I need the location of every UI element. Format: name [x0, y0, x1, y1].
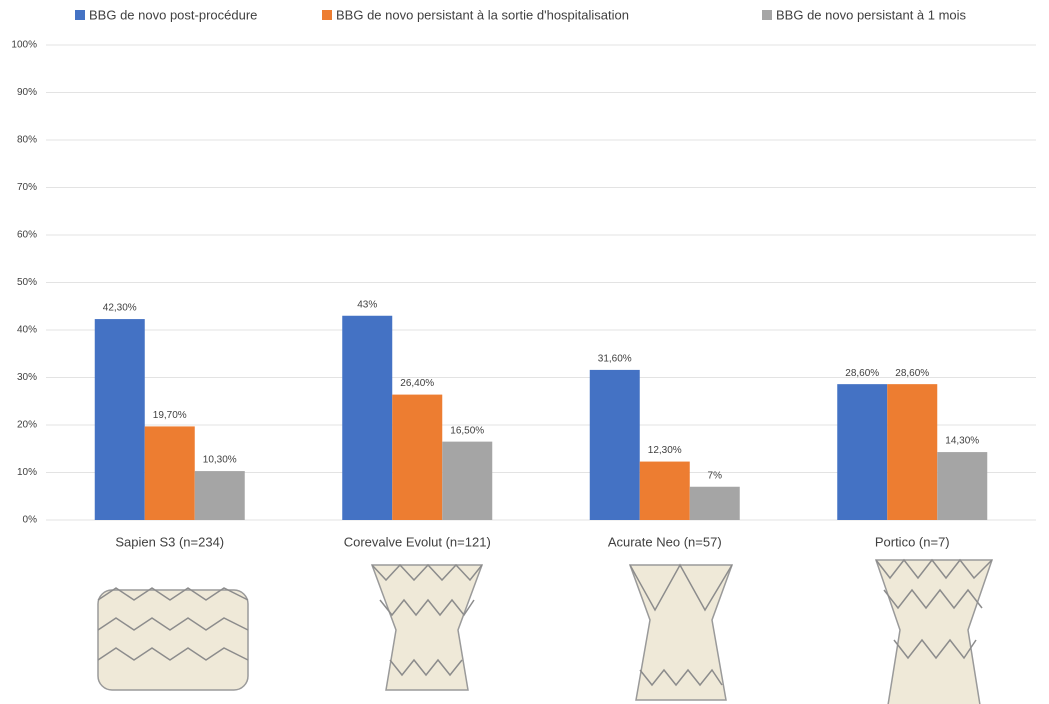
- valve-sapien: [97, 587, 249, 691]
- x-tick-label: Portico (n=7): [875, 534, 950, 549]
- bar: [144, 426, 195, 520]
- x-tick-label: Corevalve Evolut (n=121): [344, 534, 491, 549]
- y-tick-label: 10%: [17, 467, 37, 478]
- x-tick-label: Acurate Neo (n=57): [608, 534, 722, 549]
- bar: [94, 319, 145, 520]
- bar: [689, 486, 740, 520]
- y-tick-label: 70%: [17, 182, 37, 193]
- y-tick-label: 40%: [17, 325, 37, 336]
- y-tick-label: 30%: [17, 372, 37, 383]
- y-tick-label: 60%: [17, 230, 37, 241]
- y-tick-label: 50%: [17, 277, 37, 288]
- data-label: 42,30%: [103, 303, 137, 314]
- data-label: 26,40%: [400, 378, 434, 389]
- data-label: 28,60%: [845, 368, 879, 379]
- bar: [392, 394, 443, 520]
- data-label: 7%: [708, 470, 723, 481]
- valve-portico: [874, 558, 994, 704]
- data-label: 43%: [357, 299, 377, 310]
- bar: [639, 461, 690, 520]
- bar: [442, 441, 493, 520]
- data-label: 28,60%: [895, 368, 929, 379]
- y-tick-label: 80%: [17, 135, 37, 146]
- legend-swatch: [322, 10, 332, 20]
- bar: [194, 471, 245, 520]
- y-tick-label: 90%: [17, 87, 37, 98]
- legend-label: BBG de novo persistant à 1 mois: [776, 7, 967, 22]
- bar: [937, 452, 988, 520]
- legend-swatch: [75, 10, 85, 20]
- data-label: 19,70%: [153, 410, 187, 421]
- valve-corevalve: [370, 563, 484, 691]
- data-label: 12,30%: [648, 445, 682, 456]
- y-tick-label: 100%: [11, 40, 37, 51]
- bar: [589, 369, 640, 520]
- legend-label: BBG de novo persistant à la sortie d'hos…: [336, 7, 629, 22]
- bar: [837, 384, 888, 520]
- bar: [887, 384, 938, 520]
- data-label: 14,30%: [945, 436, 979, 447]
- data-label: 31,60%: [598, 354, 632, 365]
- x-tick-label: Sapien S3 (n=234): [115, 534, 224, 549]
- legend-label: BBG de novo post-procédure: [89, 7, 257, 22]
- y-tick-label: 0%: [23, 515, 38, 526]
- legend-swatch: [762, 10, 772, 20]
- bar: [342, 315, 393, 520]
- valve-acurate: [628, 563, 734, 701]
- data-label: 10,30%: [203, 455, 237, 466]
- y-tick-label: 20%: [17, 420, 37, 431]
- data-label: 16,50%: [450, 425, 484, 436]
